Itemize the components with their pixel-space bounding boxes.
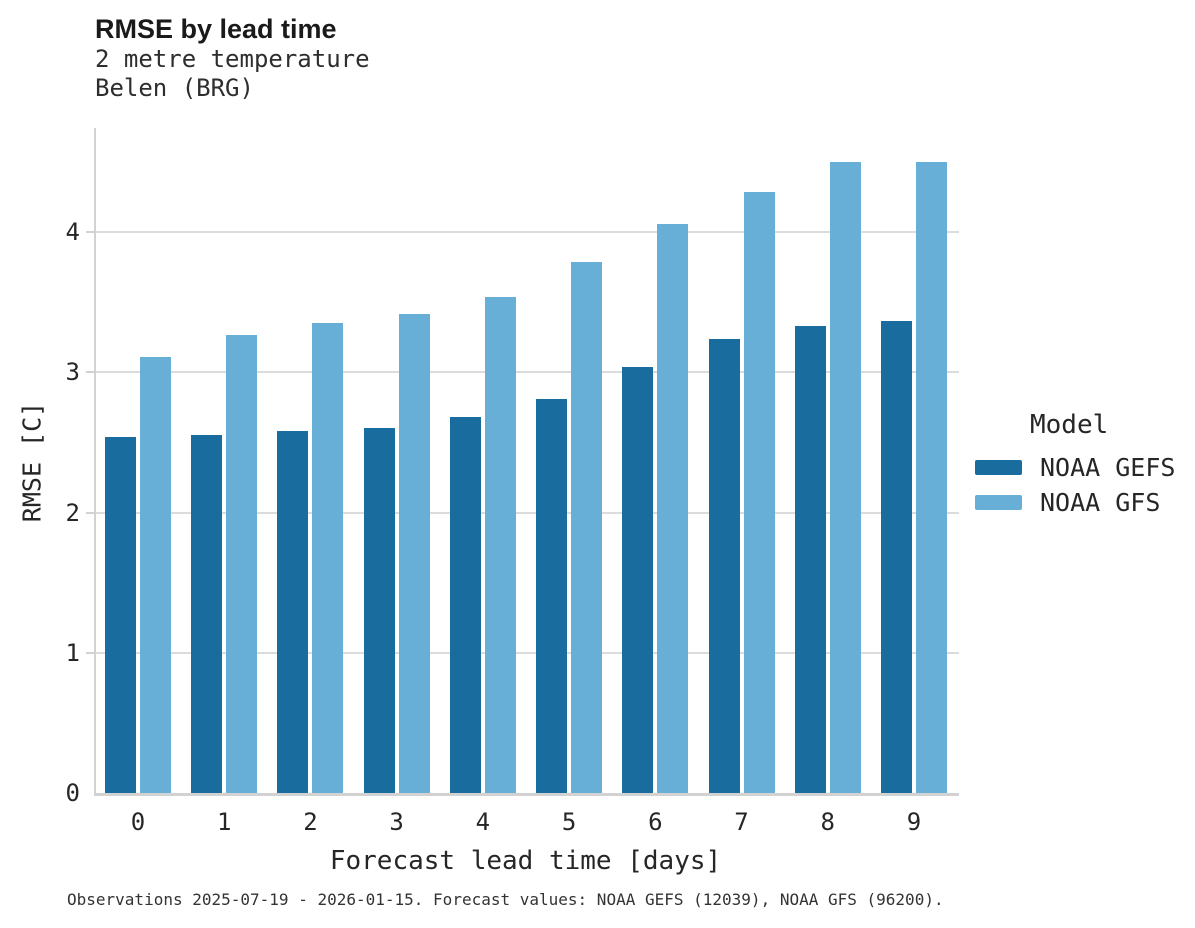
bar-group-day-9: 9 xyxy=(880,128,947,834)
bar-group-day-8: 8 xyxy=(794,128,861,834)
chart-subtitle-station: Belen (BRG) xyxy=(95,74,254,102)
y-tick-label-0: 0 xyxy=(65,779,80,807)
legend-item-noaa-gefs: NOAA GEFS xyxy=(968,450,1175,485)
bar-noaa-gefs-day-9 xyxy=(880,320,912,793)
y-tick-mark-4 xyxy=(86,231,94,234)
bar-noaa-gefs-day-6 xyxy=(622,366,654,793)
bar-group-day-7: 7 xyxy=(708,128,775,834)
legend-title: Model xyxy=(1030,410,1109,440)
bar-groups: 0 1 2 3 4 5 6 7 8 9 xyxy=(96,128,959,834)
x-tick-label-7: 7 xyxy=(734,808,749,836)
bar-noaa-gfs-day-1 xyxy=(226,334,258,793)
x-tick-label-8: 8 xyxy=(820,808,835,836)
bar-noaa-gefs-day-3 xyxy=(363,428,395,793)
bar-noaa-gefs-day-1 xyxy=(191,435,223,793)
bar-noaa-gfs-day-9 xyxy=(915,162,947,793)
gridline-y-4 xyxy=(96,231,959,234)
legend-swatch-noaa-gfs xyxy=(975,495,1022,510)
x-tick-label-2: 2 xyxy=(303,808,318,836)
y-tick-label-1: 1 xyxy=(65,638,80,667)
bar-noaa-gfs-day-6 xyxy=(657,223,689,793)
gridline-y-3 xyxy=(96,371,959,374)
legend-label-noaa-gfs: NOAA GFS xyxy=(1040,488,1161,517)
bar-noaa-gefs-day-5 xyxy=(536,399,568,793)
plot-area: 0 1 2 3 4 5 6 7 8 9 0 1 2 3 4 xyxy=(66,128,959,834)
bar-group-day-6: 6 xyxy=(622,128,689,834)
gridline-y-1 xyxy=(96,651,959,654)
y-tick-mark-2 xyxy=(86,511,94,514)
y-tick-label-2: 2 xyxy=(65,498,80,527)
bar-noaa-gfs-day-3 xyxy=(398,313,430,793)
bar-group-day-2: 2 xyxy=(277,128,344,834)
bar-noaa-gefs-day-2 xyxy=(277,431,309,793)
y-tick-label-3: 3 xyxy=(65,358,80,387)
x-tick-label-1: 1 xyxy=(216,808,232,836)
y-tick-mark-3 xyxy=(86,371,94,374)
bar-noaa-gfs-day-0 xyxy=(140,356,171,793)
legend-rows: NOAA GEFS NOAA GFS xyxy=(968,450,1175,520)
bar-group-day-0: 0 xyxy=(105,128,171,834)
y-tick-label-4: 4 xyxy=(65,218,80,247)
bar-group-day-1: 1 xyxy=(191,128,258,834)
legend: Model NOAA GEFS NOAA GFS xyxy=(968,410,1175,520)
chart-subtitle-variable: 2 metre temperature xyxy=(95,45,370,73)
bar-noaa-gefs-day-8 xyxy=(794,326,826,793)
legend-item-noaa-gfs: NOAA GFS xyxy=(968,485,1175,520)
gridline-y-2 xyxy=(96,511,959,514)
bar-noaa-gfs-day-5 xyxy=(571,261,603,793)
bar-noaa-gfs-day-2 xyxy=(312,323,344,793)
chart-caption: Observations 2025-07-19 - 2026-01-15. Fo… xyxy=(67,890,944,909)
legend-swatch-noaa-gefs xyxy=(975,460,1022,475)
x-tick-label-5: 5 xyxy=(561,808,577,836)
bar-group-day-4: 4 xyxy=(449,128,516,834)
bar-group-day-3: 3 xyxy=(363,128,430,834)
x-tick-label-0: 0 xyxy=(130,808,146,836)
legend-label-noaa-gefs: NOAA GEFS xyxy=(1040,453,1176,482)
x-tick-label-4: 4 xyxy=(475,808,491,836)
bar-noaa-gfs-day-7 xyxy=(743,191,775,793)
y-tick-mark-1 xyxy=(86,651,94,654)
bar-noaa-gfs-day-8 xyxy=(829,162,861,793)
chart-header: RMSE by lead time 2 metre temperature Be… xyxy=(95,14,370,103)
bar-group-day-5: 5 xyxy=(536,128,603,834)
bar-noaa-gefs-day-4 xyxy=(449,417,481,793)
bar-noaa-gefs-day-0 xyxy=(105,436,136,793)
chart-title: RMSE by lead time xyxy=(95,14,337,44)
x-tick-label-9: 9 xyxy=(906,808,922,836)
x-tick-label-6: 6 xyxy=(648,808,663,836)
bar-noaa-gfs-day-4 xyxy=(484,296,516,793)
x-tick-label-3: 3 xyxy=(389,808,404,836)
x-axis-title: Forecast lead time [days] xyxy=(329,846,722,876)
bar-noaa-gefs-day-7 xyxy=(708,338,740,793)
